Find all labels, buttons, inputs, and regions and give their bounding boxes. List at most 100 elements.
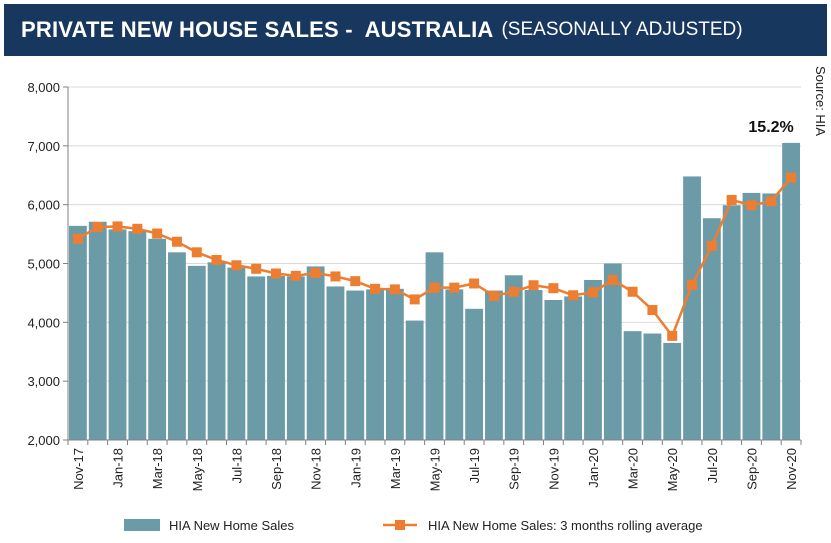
bar bbox=[564, 296, 583, 440]
bar bbox=[782, 142, 801, 440]
bar bbox=[702, 218, 721, 440]
legend-label-line: HIA New Home Sales: 3 months rolling ave… bbox=[428, 518, 703, 533]
y-tick-label: 3,000 bbox=[27, 374, 60, 389]
bar bbox=[485, 290, 503, 440]
line-point bbox=[449, 282, 460, 293]
line-point bbox=[330, 271, 341, 282]
x-tick-label: May-18 bbox=[190, 448, 205, 491]
line-point bbox=[508, 286, 519, 297]
y-tick-label: 4,000 bbox=[27, 315, 60, 330]
bar bbox=[68, 225, 87, 440]
chart-legend: HIA New Home Sales HIA New Home Sales: 3… bbox=[124, 518, 703, 533]
bar bbox=[267, 275, 285, 440]
x-tick-label: May-19 bbox=[428, 448, 443, 491]
x-tick-label: Sep-20 bbox=[744, 448, 759, 490]
x-tick-label: May-20 bbox=[665, 448, 680, 491]
line-point bbox=[72, 233, 83, 244]
line-point bbox=[786, 172, 797, 183]
line-point bbox=[231, 260, 242, 271]
bar bbox=[762, 193, 781, 440]
x-tick-label: Nov-20 bbox=[784, 448, 799, 490]
line-point bbox=[429, 282, 440, 293]
line-point bbox=[667, 330, 678, 341]
line-point bbox=[746, 200, 757, 211]
chart-title: PRIVATE NEW HOUSE SALES - AUSTRALIA bbox=[21, 17, 494, 42]
bar bbox=[187, 265, 206, 440]
line-point bbox=[171, 236, 182, 247]
bar bbox=[405, 320, 424, 440]
line-point bbox=[469, 278, 480, 289]
line-point bbox=[528, 280, 539, 291]
line-point bbox=[211, 254, 222, 265]
bar bbox=[385, 288, 404, 440]
bar bbox=[247, 276, 266, 440]
x-tick-label: Jan-18 bbox=[111, 448, 126, 488]
y-tick-label: 6,000 bbox=[27, 198, 60, 213]
x-tick-label: Nov-19 bbox=[546, 448, 561, 490]
line-point bbox=[290, 270, 301, 281]
line-point bbox=[92, 222, 103, 233]
bar bbox=[742, 192, 761, 440]
x-tick-label: Nov-18 bbox=[309, 448, 324, 490]
line-point bbox=[152, 228, 163, 239]
bar bbox=[722, 205, 741, 440]
y-tick-label: 7,000 bbox=[27, 139, 60, 154]
source-note: Source: HIA bbox=[813, 66, 828, 136]
bar bbox=[465, 308, 484, 440]
x-tick-label: Jul-19 bbox=[467, 448, 482, 483]
line-point bbox=[627, 286, 638, 297]
legend-swatch-bar bbox=[124, 519, 160, 531]
bar bbox=[108, 229, 127, 440]
bar bbox=[148, 238, 167, 440]
y-tick-label: 2,000 bbox=[27, 433, 60, 448]
x-tick-label: Sep-19 bbox=[507, 448, 522, 490]
bar bbox=[603, 263, 622, 440]
line-point bbox=[568, 290, 579, 301]
line-point bbox=[726, 194, 737, 205]
line-point bbox=[251, 263, 262, 274]
x-tick-label: Nov-17 bbox=[71, 448, 86, 490]
bar bbox=[683, 176, 701, 440]
line-point bbox=[271, 268, 282, 279]
x-tick-label: Jan-20 bbox=[586, 448, 601, 488]
bar bbox=[306, 266, 325, 440]
bar bbox=[425, 252, 444, 440]
line-point bbox=[647, 304, 658, 315]
line-point bbox=[587, 287, 598, 298]
line-point bbox=[607, 274, 618, 285]
x-tick-label: Sep-18 bbox=[269, 448, 284, 490]
bar bbox=[168, 252, 186, 440]
x-tick-label: Mar-20 bbox=[626, 448, 641, 489]
bar bbox=[227, 267, 246, 440]
line-point bbox=[389, 284, 400, 295]
x-tick-label: Jul-20 bbox=[705, 448, 720, 483]
x-tick-label: Jul-18 bbox=[229, 448, 244, 483]
bar bbox=[643, 333, 662, 440]
bar bbox=[346, 290, 365, 440]
line-point bbox=[370, 283, 381, 294]
bar bbox=[326, 286, 345, 440]
line-point bbox=[310, 267, 321, 278]
bar bbox=[445, 289, 464, 440]
x-tick-label: Jan-19 bbox=[348, 448, 363, 488]
x-tick-label: Mar-19 bbox=[388, 448, 403, 489]
line-point bbox=[488, 290, 499, 301]
y-tick-label: 8,000 bbox=[27, 80, 60, 95]
axis-layer: 2,000 3,000 4,000 5,000 6,000 7,000 8,000 Nov-1… bbox=[27, 80, 802, 491]
annotation-label: 15.2% bbox=[748, 119, 793, 136]
line-layer bbox=[72, 172, 797, 341]
line-point bbox=[409, 294, 420, 305]
line-point bbox=[766, 196, 777, 207]
x-tick-label: Mar-18 bbox=[150, 448, 165, 489]
line-point bbox=[112, 221, 123, 232]
line-point bbox=[687, 279, 698, 290]
line-point bbox=[191, 247, 202, 258]
bar bbox=[584, 279, 602, 440]
legend-swatch-marker bbox=[395, 520, 405, 530]
bar bbox=[366, 289, 384, 440]
y-tick-label: 5,000 bbox=[27, 257, 60, 272]
line-point bbox=[706, 240, 717, 251]
bar bbox=[663, 342, 682, 440]
line-point bbox=[132, 223, 143, 234]
